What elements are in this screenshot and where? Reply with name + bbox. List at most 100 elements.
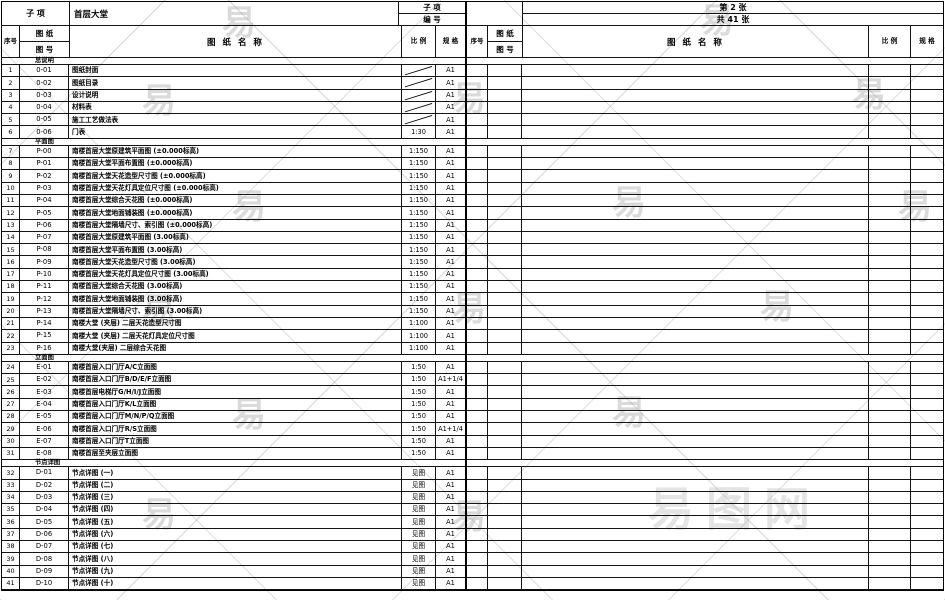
scale-cell <box>869 77 911 89</box>
table-row <box>467 423 943 436</box>
spec-cell: A1 <box>446 220 455 229</box>
sheet-name-cell: 南楼首层入口门厅K/L立面图 <box>69 398 402 411</box>
serial-cell <box>467 89 488 101</box>
table-row: 33 D-02 节点详图 (二) 见图 A1 <box>2 479 465 492</box>
scale-cell: 见图 <box>402 565 436 577</box>
scale-cell <box>869 565 911 577</box>
sheet-name-cell <box>522 317 869 330</box>
table-row <box>467 317 943 331</box>
spec-cell <box>911 244 943 255</box>
spec-cell: A1 <box>446 493 455 502</box>
scale-cell <box>869 244 911 256</box>
table-row: 5 0-05 施工工艺做法表 A1 <box>2 114 465 127</box>
spec-cell <box>911 492 943 503</box>
table-row: 4 0-04 材料表 A1 <box>2 101 465 115</box>
sheet-name-cell <box>522 293 869 305</box>
sheet-name-cell <box>522 386 869 398</box>
sheet-no-cell <box>488 182 522 194</box>
sheet-name-cell: 门表 <box>69 126 402 138</box>
sheet-name-cell: 南楼首层大堂天花造型尺寸图 (±0.000标高) <box>69 170 402 182</box>
sheet-name-cell <box>522 491 869 504</box>
sheet-no-cell <box>488 126 522 138</box>
spec-cell <box>911 566 943 577</box>
scale-cell <box>869 194 911 207</box>
serial-cell <box>467 317 488 330</box>
sheet-name-cell: 南楼首层入口门厅R/S立面图 <box>69 423 402 435</box>
sheet-name-cell <box>522 565 869 577</box>
sheet-no-cell <box>488 423 522 435</box>
serial-cell <box>467 194 488 207</box>
sheet-name-cell: 节点详图 (一) <box>69 467 402 479</box>
sheet-name-cell <box>522 540 869 553</box>
table-row <box>467 374 943 387</box>
serial-cell: 9 <box>2 170 20 182</box>
serial-cell: 29 <box>2 423 20 435</box>
sheet-name-cell: 南楼大堂(夹层) 二层综合天花图 <box>69 342 402 354</box>
spec-cell <box>911 436 943 447</box>
sheet-name-cell <box>522 77 869 89</box>
serial-cell <box>467 207 488 219</box>
scale-cell: 1:150 <box>402 145 436 158</box>
serial-cell: 24 <box>2 361 20 374</box>
scale-cell: 1:50 <box>402 398 436 411</box>
sheet-no-cell: P-04 <box>20 194 69 207</box>
sheet-no-cell <box>488 114 522 126</box>
table-row: 24 E-01 南楼首层入口门厅A/C立面图 1:50 A1 <box>2 361 465 375</box>
scale-cell: 1:150 <box>402 170 436 182</box>
table-row <box>467 89 943 102</box>
scale-cell <box>869 293 911 305</box>
sheet-name-cell: 节点详图 (七) <box>69 540 402 553</box>
serial-cell: 38 <box>2 540 20 553</box>
scale-cell <box>869 268 911 281</box>
sheet-no-cell: D-03 <box>20 491 69 504</box>
sheet-no-cell: E-02 <box>20 374 69 386</box>
spec-cell <box>911 448 943 459</box>
serial-cell <box>467 145 488 158</box>
sheet-name-cell: 图纸封面 <box>69 65 402 77</box>
sheet-name-cell <box>522 374 869 386</box>
serial-cell <box>467 540 488 553</box>
section-title: 平面图 <box>35 137 54 145</box>
section-title: 总说明 <box>35 56 54 64</box>
spec-cell: A1 <box>446 208 455 217</box>
serial-cell <box>467 577 488 590</box>
sheet-no-cell: P-01 <box>20 158 69 170</box>
serial-cell <box>467 158 488 170</box>
sheet-name-cell: 南楼首层入口门厅B/D/E/F立面图 <box>69 374 402 386</box>
sheet-name-cell <box>522 553 869 565</box>
scale-cell: 1:50 <box>402 374 436 386</box>
sheet-name-cell: 节点详图 (八) <box>69 553 402 565</box>
sheet-no-cell: D-08 <box>20 553 69 565</box>
spec-cell <box>911 220 943 231</box>
table-row <box>467 491 943 505</box>
scale-cell <box>869 170 911 182</box>
table-row <box>467 158 943 171</box>
serial-cell: 5 <box>2 114 20 126</box>
sheet-no-cell: P-05 <box>20 207 69 219</box>
serial-cell <box>467 219 488 231</box>
serial-cell: 36 <box>2 516 20 528</box>
col-serial-label: 序号 <box>467 26 488 57</box>
sheet-name-cell: 施工工艺做法表 <box>69 114 402 126</box>
sheet-no-cell <box>488 77 522 89</box>
sheet-no-cell: P-15 <box>20 330 69 342</box>
table-row <box>467 330 943 343</box>
serial-cell <box>467 114 488 126</box>
spec-cell: A1 <box>446 542 455 551</box>
sheet-no-cell: D-07 <box>20 540 69 553</box>
spec-cell <box>911 281 943 292</box>
sheet-name-cell <box>522 182 869 194</box>
sheet-no-cell: D-05 <box>20 516 69 528</box>
scale-cell <box>869 317 911 330</box>
sheet-no-cell <box>488 467 522 479</box>
sheet-no-cell <box>488 207 522 219</box>
sheet-no-cell: P-13 <box>20 305 69 317</box>
serial-cell <box>467 244 488 256</box>
drawing-list-table-left: 子 项 首层大堂 子 项 编 号 序号 图 纸 图 号 图 纸 名 称 比 例 … <box>1 1 466 592</box>
table-row <box>467 293 943 306</box>
sheet-name-cell <box>522 231 869 244</box>
table-row: 32 D-01 节点详图 (一) 见图 A1 <box>2 467 465 480</box>
serial-cell <box>467 479 488 491</box>
scale-cell: 1:50 <box>402 447 436 460</box>
spec-cell <box>911 114 943 125</box>
